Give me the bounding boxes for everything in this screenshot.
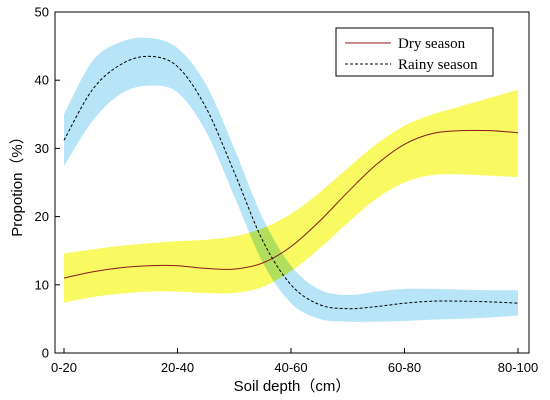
confidence-bands <box>64 37 518 322</box>
legend-label-rainy-season: Rainy season <box>398 57 478 73</box>
y-tick-label: 40 <box>35 73 49 88</box>
y-axis-label: Propotion（%） <box>9 129 26 237</box>
x-tick-label: 40-60 <box>274 360 307 375</box>
legend-label-dry-season: Dry season <box>398 36 466 52</box>
legend-box <box>335 27 494 77</box>
y-axis: 0 10 20 30 40 50 <box>35 5 60 361</box>
plot-frame <box>54 11 530 354</box>
series-lines <box>63 55 519 310</box>
x-tick-label: 80-100 <box>498 360 538 375</box>
band-rainy-season <box>64 37 518 322</box>
y-tick-label: 30 <box>35 141 49 156</box>
y-tick-label: 20 <box>35 209 49 224</box>
x-tick-label: 60-80 <box>388 360 421 375</box>
y-tick-label: 10 <box>35 277 49 292</box>
x-axis-label: Soil depth（cm） <box>234 378 351 395</box>
x-axis: 0-20 20-40 40-60 60-80 80-100 <box>51 348 538 375</box>
y-tick-label: 0 <box>42 346 49 361</box>
line-dry-season <box>63 129 519 279</box>
line-rainy-season <box>63 55 519 310</box>
x-tick-label: 20-40 <box>161 360 194 375</box>
x-tick-label: 0-20 <box>51 360 77 375</box>
band-dry-season <box>64 89 518 303</box>
legend: Dry season Rainy season <box>335 27 494 77</box>
y-tick-label: 50 <box>35 5 49 20</box>
